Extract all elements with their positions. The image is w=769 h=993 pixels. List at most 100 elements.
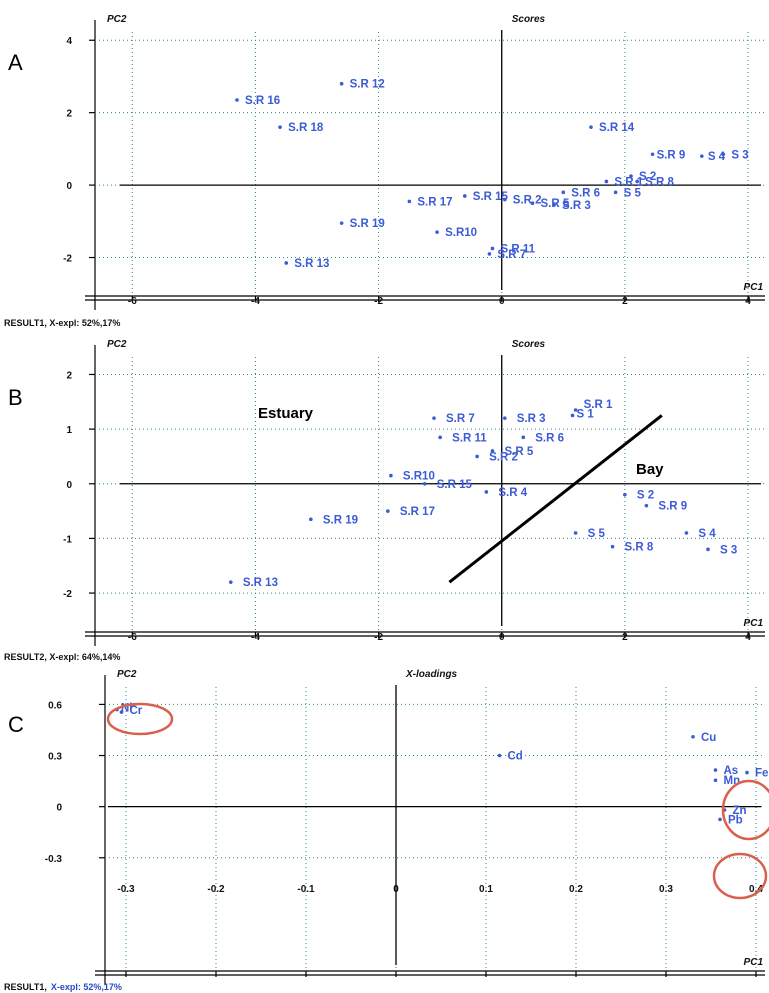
chart-title: Scores bbox=[512, 339, 546, 350]
y-axis-name: PC2 bbox=[107, 339, 127, 350]
panel-a-letter: A bbox=[8, 50, 23, 75]
data-point-label: S.R 3 bbox=[562, 200, 591, 212]
data-point bbox=[309, 517, 313, 522]
y-tick-label: -2 bbox=[63, 589, 72, 600]
data-point bbox=[462, 194, 467, 198]
y-tick-label: 2 bbox=[66, 109, 72, 120]
x-tick-label: -0.1 bbox=[297, 884, 315, 895]
data-point bbox=[721, 152, 726, 157]
x-tick-label: 0.1 bbox=[479, 884, 493, 895]
data-point-label: S.R 3 bbox=[517, 413, 546, 425]
data-point bbox=[339, 221, 344, 225]
x-tick-label: -0.3 bbox=[117, 884, 135, 895]
data-point-label: Fe bbox=[755, 768, 768, 780]
panel-c: C -0.3-0.2-0.100.10.20.30.4-0.300.30.6PC… bbox=[4, 669, 769, 992]
x-axis-name: PC1 bbox=[744, 282, 764, 293]
data-point-label: S.R 12 bbox=[350, 79, 385, 91]
data-point-label: S.R 8 bbox=[645, 176, 674, 188]
data-point-label: S 2 bbox=[637, 490, 654, 502]
data-point bbox=[573, 408, 578, 412]
data-point-label: Ni bbox=[121, 703, 133, 715]
data-point bbox=[435, 230, 439, 234]
data-point bbox=[684, 531, 689, 535]
data-point-label: S 5 bbox=[624, 187, 642, 199]
data-point bbox=[530, 201, 535, 205]
data-point bbox=[573, 531, 578, 535]
y-tick-label: 0.3 bbox=[48, 752, 62, 763]
x-axis-name: PC1 bbox=[744, 957, 764, 968]
x-tick-label: 0.3 bbox=[659, 884, 673, 895]
data-point-label: S.R 11 bbox=[452, 432, 487, 444]
data-point-label: Pb bbox=[728, 814, 743, 826]
x-tick-label: -4 bbox=[251, 632, 260, 643]
data-point-label: S.R 15 bbox=[437, 479, 473, 491]
highlight-ellipse-ni-cr bbox=[106, 702, 174, 736]
data-point-label: S 3 bbox=[720, 544, 737, 556]
data-point bbox=[438, 435, 442, 440]
data-point-label: S.R 9 bbox=[658, 501, 687, 513]
data-point bbox=[407, 199, 412, 204]
data-point bbox=[610, 544, 615, 549]
data-point bbox=[613, 190, 618, 195]
bay-annotation: Bay bbox=[636, 461, 664, 478]
y-tick-label: 2 bbox=[66, 370, 72, 381]
data-point-label: S.R 1 bbox=[584, 399, 613, 411]
x-axis-name: PC1 bbox=[744, 618, 764, 629]
data-point bbox=[561, 190, 566, 195]
data-point bbox=[713, 778, 718, 783]
data-point bbox=[700, 154, 704, 158]
data-point bbox=[235, 98, 239, 102]
y-tick-label: 1 bbox=[66, 425, 72, 436]
data-point-label: S.R 16 bbox=[245, 95, 280, 107]
data-point-label: S.R 6 bbox=[571, 187, 600, 199]
panel-b-plot: -6 -4 -2 0 2 4 -2 -1 0 1 2 PC2 PC1 Scores S.R 1S 1 S.R … bbox=[4, 339, 765, 662]
y-tick-label: 0 bbox=[56, 803, 62, 814]
data-point-label: S 1 bbox=[577, 408, 595, 420]
data-point bbox=[422, 481, 427, 486]
x-tick-label: 2 bbox=[622, 632, 628, 643]
y-tick-label: 0.6 bbox=[48, 700, 62, 711]
data-point bbox=[503, 197, 507, 202]
panel-a-plot: -6 -4 -2 0 2 4 -2 0 2 4 PC2 PC1 Scores S.R 12 S.R 16 S.… bbox=[4, 14, 765, 328]
y-axis-name: PC2 bbox=[117, 669, 137, 680]
data-point-label: S.R 14 bbox=[599, 122, 635, 134]
panel-c-footer-explained: X-expl: 52%,17% bbox=[51, 982, 122, 992]
data-point-label: S.R 13 bbox=[294, 258, 329, 270]
data-point-label: S.R 7 bbox=[446, 413, 475, 425]
data-point bbox=[278, 125, 282, 129]
x-tick-label: -4 bbox=[251, 296, 260, 307]
data-point-label: S.R 15 bbox=[473, 191, 509, 203]
data-point-label: S.R 1 bbox=[614, 176, 643, 188]
data-point bbox=[706, 547, 710, 552]
data-point-label: S.R 17 bbox=[417, 196, 452, 208]
y-tick-label: -2 bbox=[63, 254, 72, 265]
x-tick-label: 0.4 bbox=[749, 884, 763, 895]
panel-b: B -6 -4 -2 0 2 4 -2 -1 0 1 2 PC2 PC1 Scores S.R 1S 1 S.… bbox=[4, 339, 765, 662]
data-point-label: S.R 9 bbox=[657, 149, 686, 161]
data-point bbox=[484, 490, 489, 494]
data-point-label: S.R 5 bbox=[504, 446, 533, 458]
highlight-ellipse-as-mn-fe bbox=[721, 779, 769, 841]
data-point bbox=[389, 473, 393, 478]
panel-c-letter: C bbox=[8, 712, 24, 737]
data-point-label: S.R 13 bbox=[243, 577, 278, 589]
data-point-label: S 4 bbox=[698, 528, 716, 540]
data-point-label: S 5 bbox=[588, 528, 606, 540]
data-point bbox=[490, 246, 495, 251]
panel-c-plot: -0.3-0.2-0.100.10.20.30.4-0.300.30.6PC2P… bbox=[4, 669, 769, 992]
y-tick-label: 0 bbox=[66, 181, 72, 192]
data-point bbox=[475, 454, 479, 459]
data-point-label: Cu bbox=[701, 732, 716, 744]
data-point-label: S 3 bbox=[731, 149, 748, 161]
x-tick-label: -2 bbox=[374, 632, 383, 643]
chart-title: X-loadings bbox=[405, 669, 458, 680]
data-point bbox=[521, 435, 526, 440]
data-point bbox=[713, 768, 718, 772]
y-tick-label: -0.3 bbox=[45, 854, 63, 865]
data-point bbox=[570, 413, 575, 418]
x-tick-label: -2 bbox=[374, 296, 383, 307]
chart-title: Scores bbox=[512, 14, 546, 25]
data-point bbox=[284, 261, 289, 265]
y-tick-label: 0 bbox=[66, 480, 72, 491]
